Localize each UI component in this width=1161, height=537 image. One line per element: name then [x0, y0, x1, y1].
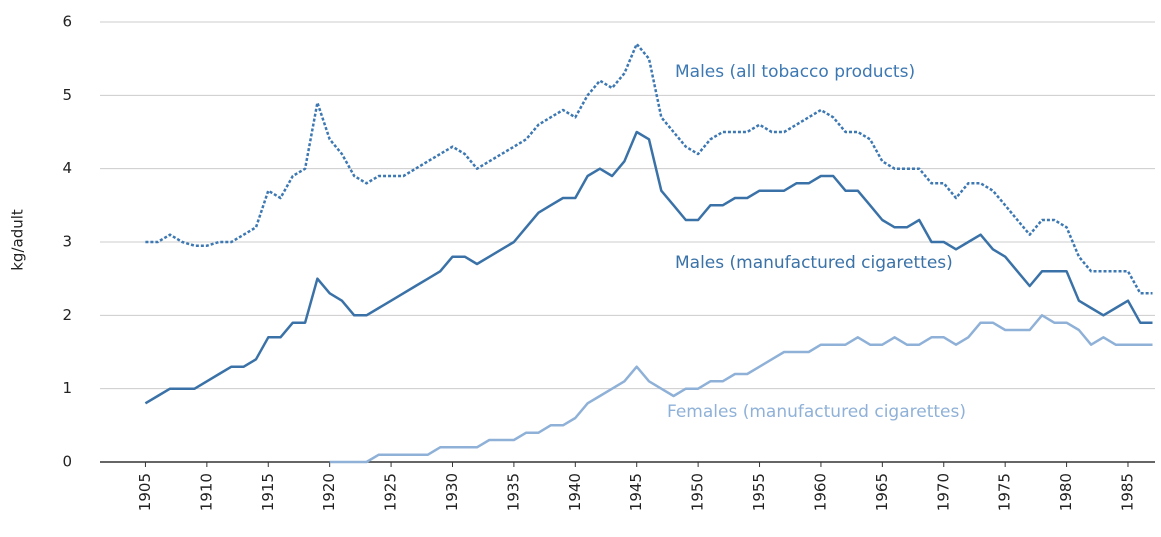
series-label: Males (manufactured cigarettes) [675, 253, 953, 273]
y-tick-label: 2 [62, 306, 72, 324]
x-tick-label: 1955 [750, 473, 768, 511]
x-tick-label: 1985 [1118, 473, 1136, 511]
x-tick-label: 1975 [996, 473, 1014, 511]
x-tick-label: 1980 [1057, 473, 1075, 511]
y-tick-label: 5 [62, 86, 72, 104]
y-axis-label: kg/adult [9, 209, 27, 271]
y-tick-label: 3 [62, 233, 72, 251]
x-tick-label: 1905 [136, 473, 154, 511]
x-tick-label: 1960 [811, 473, 829, 511]
x-tick-label: 1970 [934, 473, 952, 511]
y-tick-label: 6 [62, 13, 72, 31]
y-tick-label: 0 [62, 453, 72, 471]
x-tick-label: 1945 [627, 473, 645, 511]
x-tick-label: 1940 [566, 473, 584, 511]
series-line [144, 130, 1153, 405]
y-tick-label: 4 [62, 159, 72, 177]
series-line [145, 42, 1153, 295]
y-tick-label: 1 [62, 379, 72, 397]
series-label: Males (all tobacco products) [675, 62, 915, 82]
x-tick-label: 1950 [689, 473, 707, 511]
x-tick-label: 1935 [504, 473, 522, 511]
x-tick-label: 1910 [197, 473, 215, 511]
series-label: Females (manufactured cigarettes) [667, 402, 966, 422]
x-tick-label: 1915 [259, 473, 277, 511]
series-line [329, 314, 1153, 464]
x-tick-label: 1930 [443, 473, 461, 511]
x-tick-label: 1925 [382, 473, 400, 511]
x-tick-label: 1965 [873, 473, 891, 511]
x-tick-label: 1920 [320, 473, 338, 511]
